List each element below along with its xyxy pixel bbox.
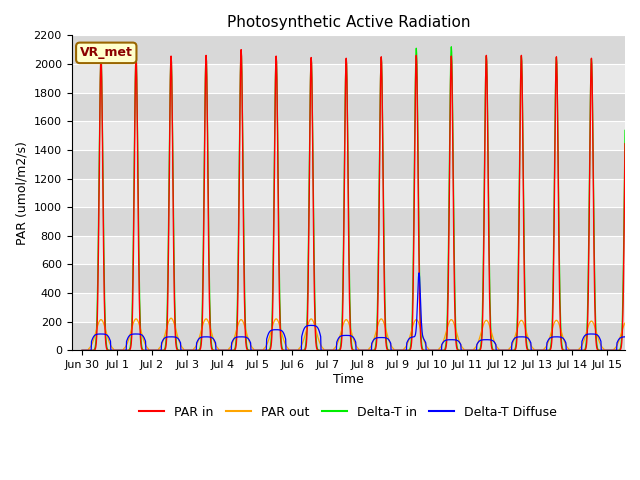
- Bar: [72, 179, 625, 207]
- Bar: [72, 93, 625, 121]
- Legend: PAR in, PAR out, Delta-T in, Delta-T Diffuse: PAR in, PAR out, Delta-T in, Delta-T Dif…: [134, 401, 563, 424]
- Y-axis label: PAR (umol/m2/s): PAR (umol/m2/s): [15, 141, 28, 245]
- Bar: [72, 36, 625, 64]
- Text: VR_met: VR_met: [80, 47, 132, 60]
- Bar: [72, 236, 625, 264]
- Bar: [72, 293, 625, 322]
- Title: Photosynthetic Active Radiation: Photosynthetic Active Radiation: [227, 15, 470, 30]
- Bar: [72, 64, 625, 93]
- Bar: [72, 150, 625, 179]
- Bar: [72, 207, 625, 236]
- Bar: [72, 264, 625, 293]
- Bar: [72, 322, 625, 350]
- X-axis label: Time: Time: [333, 373, 364, 386]
- Bar: [72, 121, 625, 150]
